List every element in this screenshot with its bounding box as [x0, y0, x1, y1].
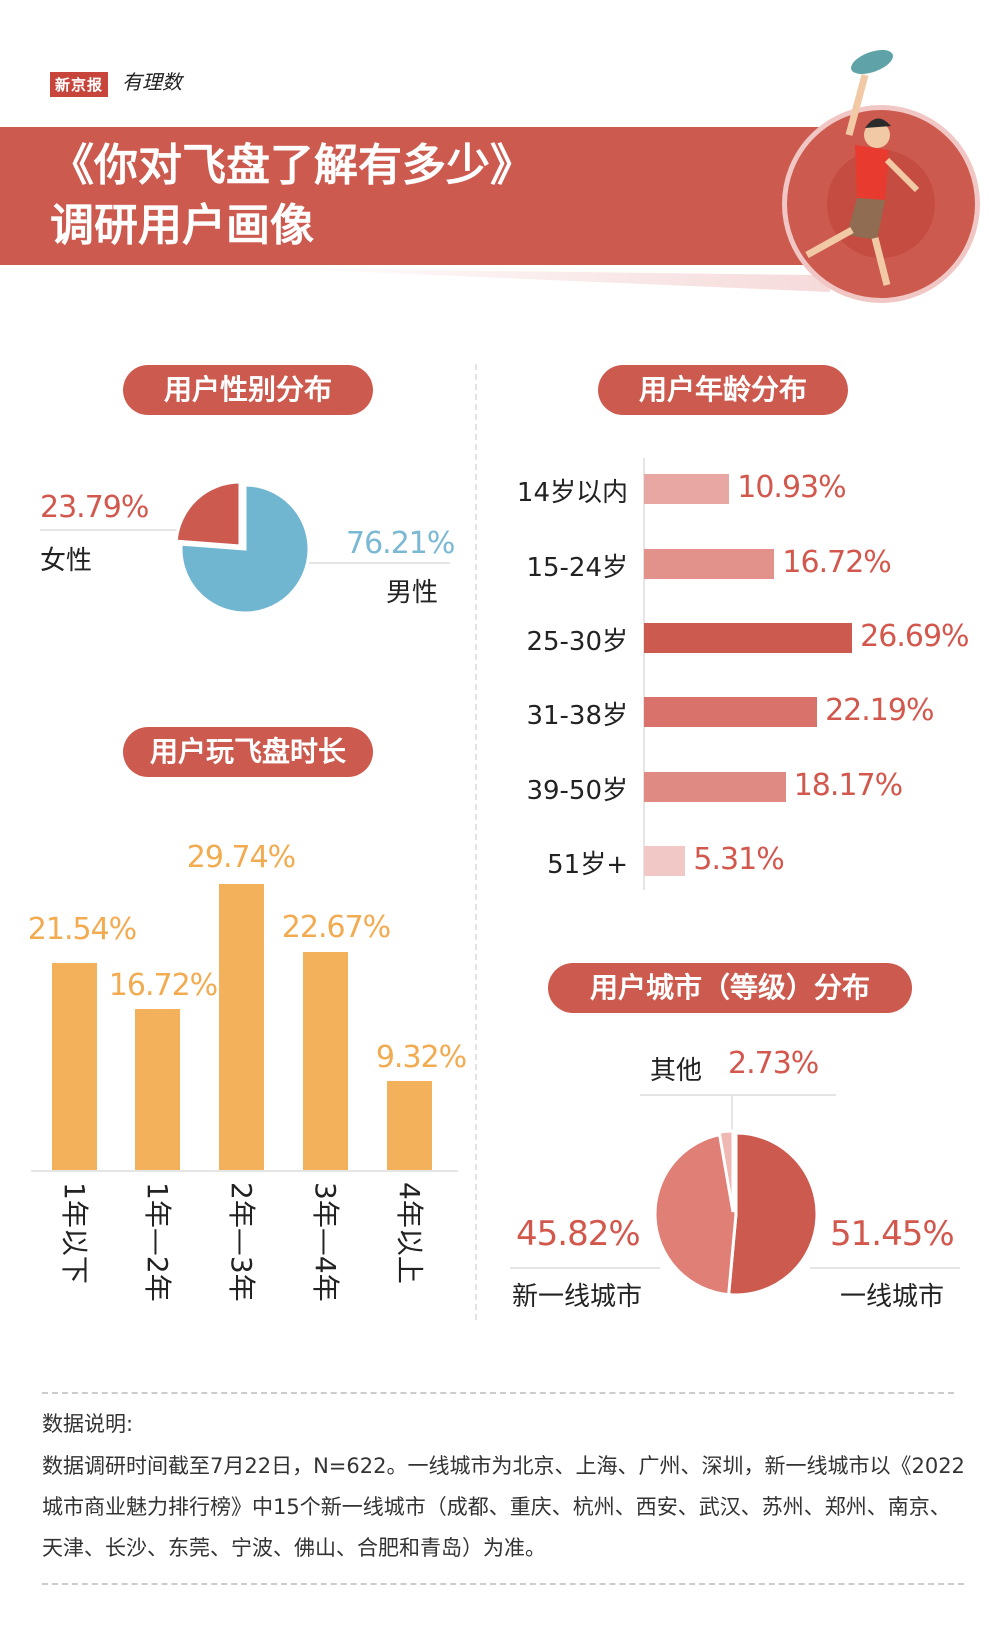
- age-bar: [644, 846, 686, 876]
- pie-slice-0: [727, 1131, 819, 1297]
- age-pct-label: 10.93%: [737, 470, 846, 505]
- page-title: 《你对飞盘了解有多少》: [50, 140, 534, 191]
- city-section-title: 用户城市（等级）分布: [548, 963, 912, 1013]
- page-subtitle: 调研用户画像: [50, 200, 314, 251]
- frisbee-player-icon: [805, 49, 920, 286]
- duration-category-label: 4年以上: [393, 1182, 426, 1284]
- duration-pct-label: 16.72%: [108, 968, 218, 1003]
- duration-section-title: 用户玩飞盘时长: [123, 727, 373, 777]
- age-section-title: 用户年龄分布: [598, 365, 848, 415]
- age-category-label: 25-30岁: [526, 627, 628, 657]
- duration-category-label: 3年—4年: [309, 1182, 342, 1302]
- age-bar: [644, 697, 818, 727]
- age-category-label: 15-24岁: [526, 553, 628, 583]
- duration-pct-label: 22.67%: [281, 910, 391, 945]
- male-label: 男性: [386, 578, 439, 608]
- notes-heading: 数据说明:: [42, 1412, 134, 1436]
- duration-category-label: 1年—2年: [141, 1182, 174, 1302]
- other-pct: 2.73%: [728, 1046, 819, 1081]
- duration-bar: [219, 884, 264, 1170]
- age-category-label: 39-50岁: [526, 776, 628, 806]
- duration-pct-label: 21.54%: [27, 912, 137, 947]
- age-bar: [644, 772, 786, 802]
- age-axis: [643, 458, 645, 890]
- duration-category-label: 1年以下: [58, 1182, 91, 1284]
- age-pct-label: 22.19%: [825, 693, 934, 728]
- tier1-pct: 51.45%: [830, 1214, 955, 1254]
- notes-line: 城市商业魅力排行榜》中15个新一线城市（成都、重庆、杭州、西安、武汉、苏州、郑州…: [42, 1495, 951, 1519]
- notes-line: 数据调研时间截至7月22日，N=622。一线城市为北京、上海、广州、深圳，新一线…: [42, 1454, 965, 1478]
- age-pct-label: 26.69%: [860, 619, 969, 654]
- duration-bar: [52, 963, 97, 1170]
- age-pct-label: 16.72%: [782, 545, 891, 580]
- age-pct-label: 18.17%: [793, 768, 903, 803]
- notes-divider-bottom: [42, 1583, 964, 1585]
- age-category-label: 31-38岁: [526, 701, 628, 731]
- notes-divider-top: [42, 1392, 954, 1394]
- column-divider: [475, 364, 477, 1320]
- gender-section-title: 用户性别分布: [123, 365, 373, 415]
- age-bar: [644, 474, 730, 504]
- title-banner: [0, 127, 830, 265]
- logo-youlishu: 有理数: [122, 70, 182, 94]
- female-label: 女性: [40, 546, 93, 576]
- pie-slice-1: [653, 1132, 738, 1297]
- age-bar: [644, 549, 775, 579]
- female-slice: [174, 480, 242, 548]
- duration-category-label: 2年—3年: [225, 1182, 258, 1302]
- logo-xinjingbao: 新京报: [50, 72, 109, 97]
- other-label: 其他: [650, 1056, 703, 1086]
- new-tier1-pct: 45.82%: [516, 1214, 641, 1254]
- male-pct: 76.21%: [346, 526, 455, 561]
- duration-pct-label: 9.32%: [375, 1040, 467, 1075]
- male-slice: [179, 483, 311, 615]
- notes-line: 天津、长沙、东莞、宁波、佛山、合肥和青岛）为准。: [42, 1536, 546, 1560]
- age-category-label: 51岁+: [547, 850, 628, 880]
- duration-bar: [303, 952, 348, 1170]
- pie-slice-2: [717, 1129, 735, 1213]
- duration-bar: [387, 1080, 432, 1170]
- tier1-label: 一线城市: [840, 1282, 945, 1312]
- banner-shadow: [270, 268, 830, 292]
- age-bar: [644, 623, 853, 653]
- duration-pct-label: 29.74%: [186, 840, 296, 875]
- duration-bar: [135, 1009, 180, 1170]
- frisbee-player-illustration: [782, 49, 980, 303]
- age-pct-label: 5.31%: [693, 842, 784, 877]
- gender-pie-chart: [40, 480, 450, 615]
- female-pct: 23.79%: [40, 490, 149, 525]
- duration-baseline: [31, 1170, 458, 1172]
- city-pie-chart: [510, 1094, 960, 1297]
- age-category-label: 14岁以内: [516, 478, 628, 508]
- new-tier1-label: 新一线城市: [512, 1282, 643, 1312]
